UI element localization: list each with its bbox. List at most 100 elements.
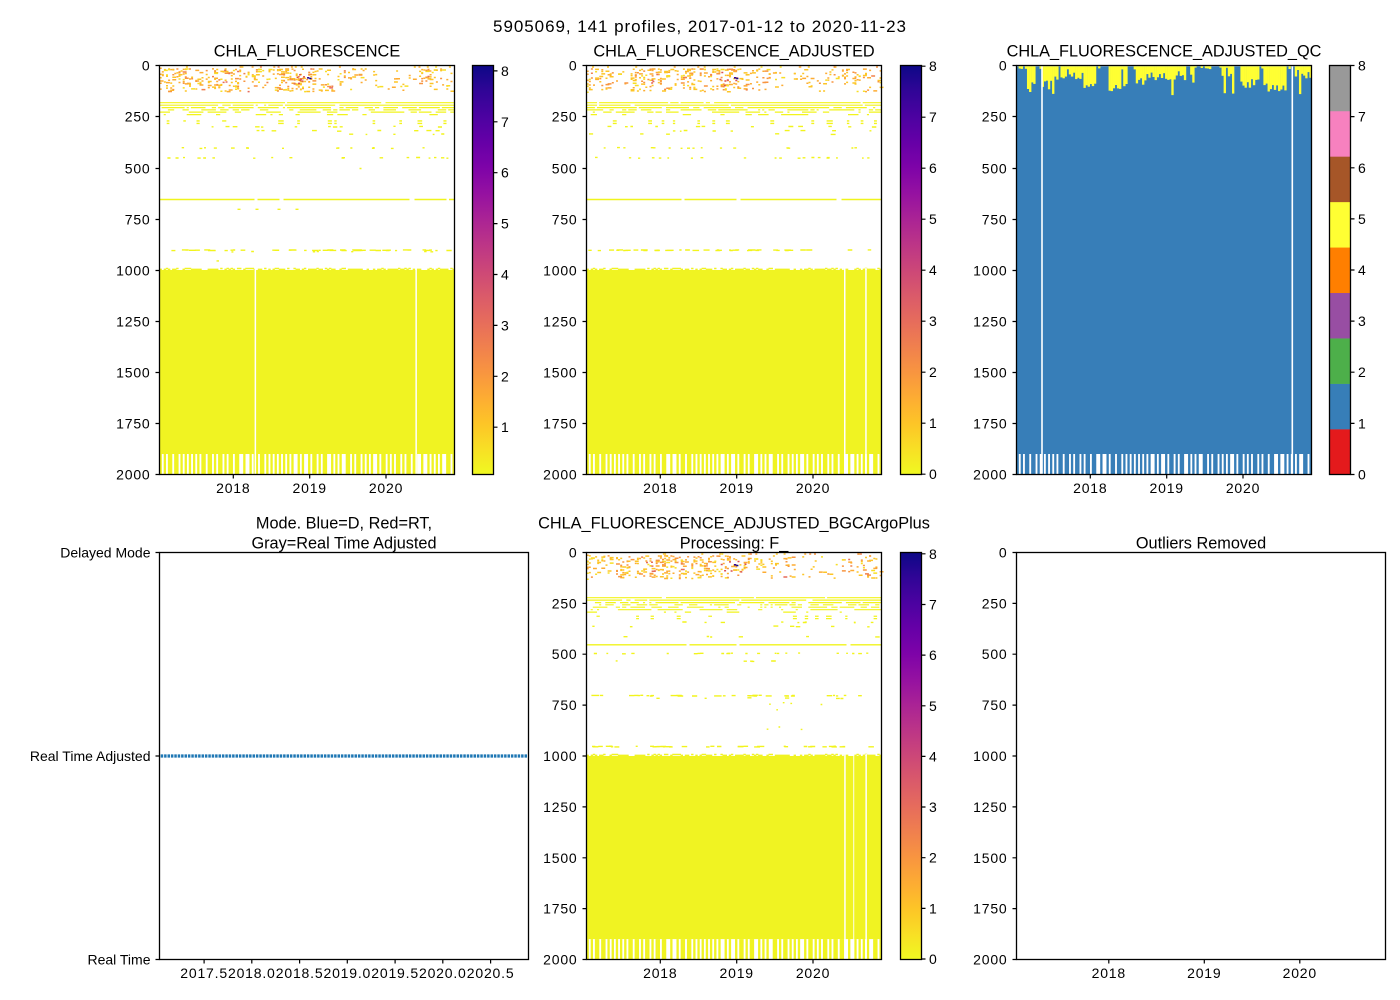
svg-text:2019: 2019 [1150, 480, 1184, 496]
svg-text:0: 0 [999, 545, 1008, 561]
svg-text:1000: 1000 [973, 263, 1007, 279]
svg-text:2: 2 [1358, 364, 1367, 380]
svg-text:250: 250 [125, 109, 151, 125]
svg-text:2018.5: 2018.5 [276, 965, 324, 981]
svg-text:Delayed Mode: Delayed Mode [60, 545, 150, 561]
svg-text:2020.5: 2020.5 [467, 965, 515, 981]
svg-text:1: 1 [1358, 415, 1367, 431]
svg-text:CHLA_FLUORESCENCE_ADJUSTED_BGC: CHLA_FLUORESCENCE_ADJUSTED_BGCArgoPlus [538, 515, 930, 533]
svg-text:250: 250 [552, 109, 578, 125]
svg-text:1250: 1250 [116, 314, 150, 330]
svg-text:7: 7 [501, 114, 510, 130]
svg-text:CHLA_FLUORESCENCE_ADJUSTED_QC: CHLA_FLUORESCENCE_ADJUSTED_QC [1007, 42, 1322, 60]
svg-text:1250: 1250 [543, 314, 577, 330]
svg-text:2018: 2018 [1092, 965, 1126, 981]
svg-text:1750: 1750 [973, 416, 1007, 432]
svg-text:500: 500 [125, 161, 151, 177]
svg-text:Outliers Removed: Outliers Removed [1136, 535, 1266, 553]
svg-text:500: 500 [982, 161, 1008, 177]
svg-text:Gray=Real Time Adjusted: Gray=Real Time Adjusted [251, 535, 436, 553]
svg-text:2018: 2018 [1073, 480, 1107, 496]
svg-text:250: 250 [982, 595, 1008, 611]
svg-text:2: 2 [929, 364, 938, 380]
svg-text:0: 0 [929, 951, 938, 967]
svg-text:Processing: F_: Processing: F_ [680, 535, 790, 553]
svg-text:1750: 1750 [973, 901, 1007, 917]
svg-text:750: 750 [982, 212, 1008, 228]
svg-text:5905069, 141 profiles, 2017-01: 5905069, 141 profiles, 2017-01-12 to 202… [493, 17, 907, 36]
svg-text:1750: 1750 [543, 416, 577, 432]
svg-text:2020: 2020 [369, 480, 403, 496]
svg-text:1750: 1750 [116, 416, 150, 432]
svg-text:4: 4 [929, 262, 938, 278]
svg-text:2: 2 [929, 850, 938, 866]
svg-text:CHLA_FLUORESCENCE: CHLA_FLUORESCENCE [214, 42, 401, 60]
svg-text:750: 750 [552, 212, 578, 228]
svg-text:Real Time Adjusted: Real Time Adjusted [30, 748, 151, 764]
svg-text:750: 750 [125, 212, 151, 228]
svg-text:Real Time: Real Time [87, 952, 150, 968]
svg-text:4: 4 [1358, 262, 1367, 278]
svg-text:Mode. Blue=D, Red=RT,: Mode. Blue=D, Red=RT, [256, 515, 432, 533]
svg-text:1500: 1500 [973, 365, 1007, 381]
svg-text:CHLA_FLUORESCENCE_ADJUSTED: CHLA_FLUORESCENCE_ADJUSTED [593, 42, 874, 60]
svg-text:750: 750 [552, 697, 578, 713]
svg-text:1: 1 [501, 419, 510, 435]
svg-text:1000: 1000 [973, 748, 1007, 764]
svg-text:500: 500 [552, 646, 578, 662]
svg-text:5: 5 [929, 698, 938, 714]
svg-text:250: 250 [552, 595, 578, 611]
svg-text:2000: 2000 [973, 952, 1007, 968]
svg-text:2000: 2000 [543, 467, 577, 483]
svg-text:2017.5: 2017.5 [180, 965, 228, 981]
svg-text:2020.0: 2020.0 [419, 965, 467, 981]
svg-text:5: 5 [501, 216, 510, 232]
svg-text:8: 8 [501, 63, 510, 79]
svg-text:1: 1 [929, 415, 938, 431]
svg-text:2018: 2018 [643, 965, 677, 981]
svg-text:1000: 1000 [543, 748, 577, 764]
svg-text:0: 0 [929, 466, 938, 482]
svg-text:1500: 1500 [973, 850, 1007, 866]
svg-text:500: 500 [552, 161, 578, 177]
svg-text:2019: 2019 [720, 480, 754, 496]
svg-text:1500: 1500 [116, 365, 150, 381]
svg-text:5: 5 [1358, 211, 1367, 227]
svg-text:1750: 1750 [543, 901, 577, 917]
svg-text:7: 7 [929, 109, 938, 125]
svg-text:0: 0 [1358, 467, 1367, 483]
svg-text:1250: 1250 [543, 799, 577, 815]
svg-text:3: 3 [501, 317, 510, 333]
svg-text:2018: 2018 [216, 480, 250, 496]
svg-text:2019.0: 2019.0 [323, 965, 371, 981]
svg-text:2019.5: 2019.5 [371, 965, 419, 981]
svg-text:2019: 2019 [720, 965, 754, 981]
svg-text:3: 3 [929, 799, 938, 815]
svg-text:2020: 2020 [1226, 480, 1260, 496]
svg-text:6: 6 [1358, 160, 1367, 176]
svg-text:750: 750 [982, 697, 1008, 713]
svg-text:4: 4 [501, 267, 510, 283]
svg-text:7: 7 [929, 597, 938, 613]
svg-text:2020: 2020 [796, 480, 830, 496]
svg-text:8: 8 [929, 58, 938, 74]
svg-text:250: 250 [982, 109, 1008, 125]
svg-text:1: 1 [929, 900, 938, 916]
svg-text:2019: 2019 [1187, 965, 1221, 981]
svg-text:500: 500 [982, 646, 1008, 662]
svg-text:1250: 1250 [973, 314, 1007, 330]
svg-text:5: 5 [929, 211, 938, 227]
svg-text:6: 6 [929, 160, 938, 176]
svg-text:2000: 2000 [116, 467, 150, 483]
svg-text:8: 8 [929, 546, 938, 562]
svg-text:1250: 1250 [973, 799, 1007, 815]
svg-text:0: 0 [142, 58, 151, 74]
svg-text:2020: 2020 [796, 965, 830, 981]
svg-text:0: 0 [999, 58, 1008, 74]
svg-text:3: 3 [1358, 313, 1367, 329]
svg-text:2019: 2019 [293, 480, 327, 496]
svg-text:2020: 2020 [1283, 965, 1317, 981]
svg-text:2000: 2000 [973, 467, 1007, 483]
svg-text:2018: 2018 [643, 480, 677, 496]
svg-text:1500: 1500 [543, 850, 577, 866]
